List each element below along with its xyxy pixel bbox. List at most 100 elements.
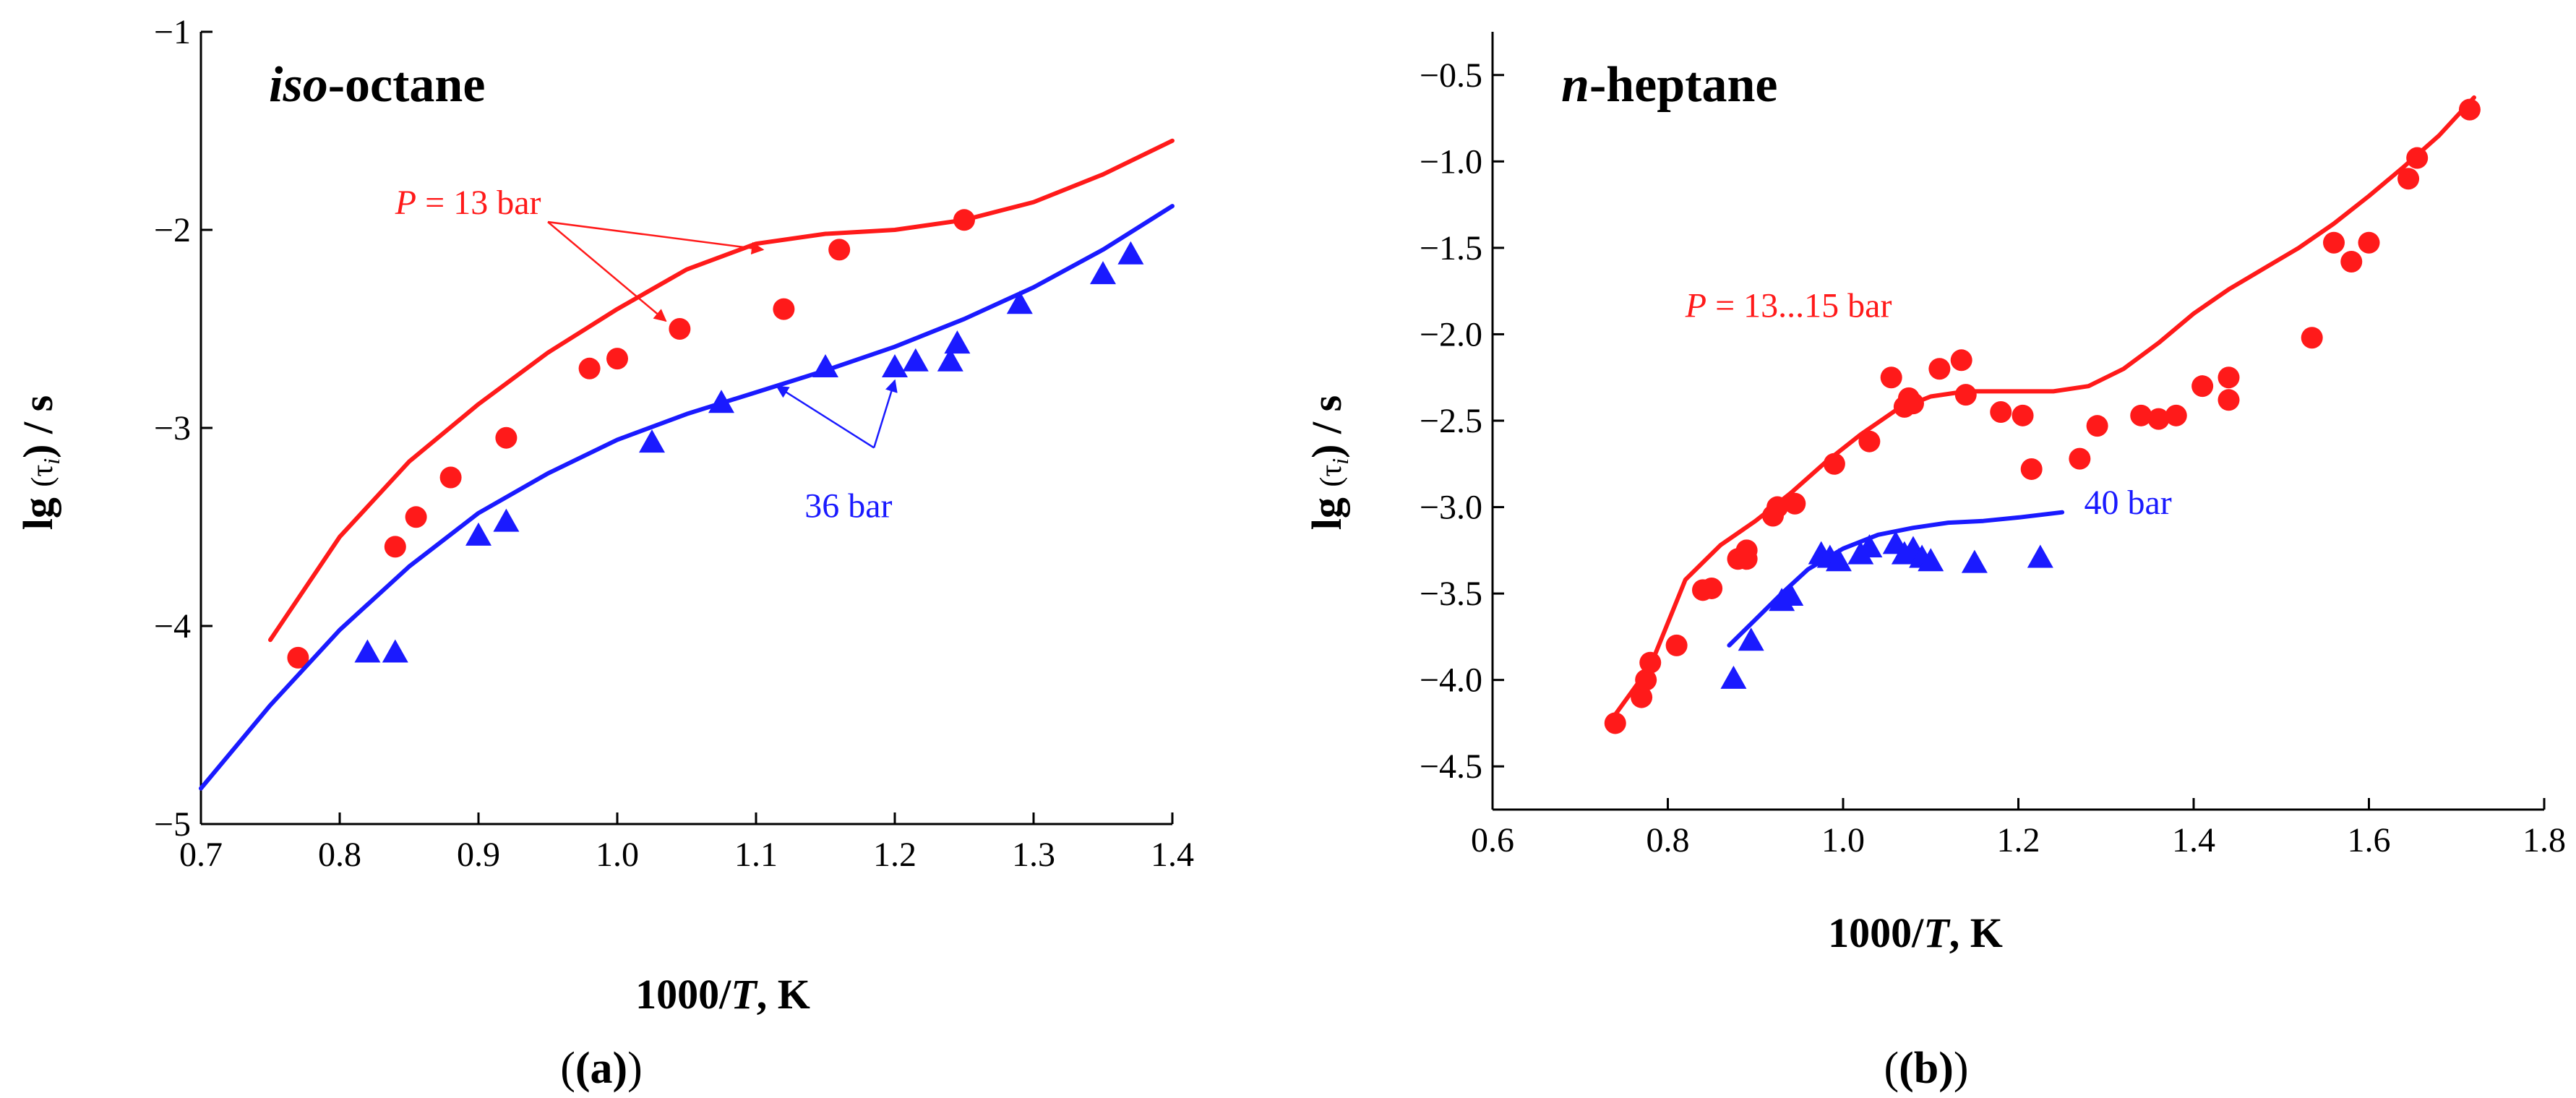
x-tick-label: 1.4 — [2172, 821, 2215, 859]
x-axis-title: 1000/T, K — [635, 971, 810, 1018]
data-point-triangle — [708, 390, 734, 413]
x-tick-label: 1.2 — [1997, 821, 2040, 859]
chart-title: iso-octane — [269, 57, 485, 113]
data-point-circle — [1880, 366, 1902, 389]
data-point-triangle — [1738, 627, 1764, 651]
series-annotation: 36 bar — [804, 486, 892, 525]
x-tick-label: 0.8 — [318, 836, 361, 874]
data-point-circle — [1766, 496, 1789, 518]
data-point-circle — [1950, 349, 1972, 372]
y-tick-label: −4.0 — [1420, 661, 1482, 700]
data-point-circle — [2340, 251, 2363, 273]
data-point-circle — [578, 357, 601, 379]
data-point-triangle — [1961, 549, 1988, 573]
data-point-triangle — [1825, 548, 1852, 572]
y-tick-label: −1.5 — [1420, 229, 1482, 267]
data-point-circle — [1735, 548, 1758, 570]
y-tick-label: −3.0 — [1420, 489, 1482, 527]
data-point-circle — [2147, 408, 2170, 430]
data-point-triangle — [882, 353, 908, 377]
data-point-triangle — [902, 348, 929, 372]
data-point-triangle — [493, 508, 520, 532]
x-tick-label: 1.8 — [2523, 821, 2566, 859]
series-annotation: 40 bar — [2084, 484, 2171, 522]
y-tick-label: −2.0 — [1420, 315, 1482, 353]
data-point-circle — [384, 536, 406, 558]
data-point-circle — [2012, 404, 2034, 426]
data-point-triangle — [944, 330, 971, 354]
data-point-triangle — [812, 353, 838, 377]
data-point-circle — [405, 506, 427, 528]
annotation-arrow — [547, 221, 667, 322]
x-tick-label: 1.4 — [1151, 836, 1194, 874]
data-point-circle — [1823, 453, 1845, 475]
data-point-circle — [953, 209, 975, 231]
data-point-circle — [2020, 458, 2043, 480]
x-tick-label: 1.0 — [1821, 821, 1865, 859]
y-tick-label: −3 — [154, 409, 191, 447]
data-point-circle — [828, 239, 851, 261]
series-annotation: P = 13...15 bar — [1685, 287, 1892, 325]
x-tick-label: 1.0 — [596, 836, 639, 874]
data-point-triangle — [639, 429, 665, 453]
fit-curve-low-pressure — [268, 138, 1175, 643]
x-tick-label: 0.8 — [1647, 821, 1690, 859]
data-point-circle — [495, 426, 518, 449]
data-point-circle — [1928, 358, 1951, 380]
data-point-circle — [2358, 231, 2380, 254]
annotation-arrow — [547, 220, 765, 255]
y-tick-label: −4 — [154, 607, 191, 645]
y-tick-label: −3.5 — [1420, 575, 1482, 613]
y-tick-label: −1.0 — [1420, 142, 1482, 181]
data-point-circle — [1665, 634, 1688, 656]
y-tick-label: −4.5 — [1420, 747, 1482, 786]
data-point-triangle — [1117, 241, 1144, 265]
data-point-circle — [2191, 375, 2214, 398]
data-point-circle — [773, 298, 795, 320]
chart-panel-iso-octane: 0.7 0.8 0.9 1.0 1.1 1.2 1.3 1.4 −5 −4 −3 −2 −1 P = 13… — [14, 13, 1194, 1093]
data-point-triangle — [382, 639, 408, 663]
data-point-triangle — [465, 522, 491, 546]
data-point-circle — [439, 466, 462, 489]
data-point-circle — [2217, 389, 2240, 411]
fit-curve-high-pressure — [1727, 510, 2065, 648]
fit-curve-high-pressure — [199, 204, 1175, 791]
data-point-triangle — [1006, 291, 1033, 314]
annotation-arrow — [776, 385, 875, 449]
chart-title: n-heptane — [1561, 57, 1778, 113]
y-tick-label: −5 — [154, 805, 191, 844]
data-point-triangle — [1918, 548, 1944, 572]
data-point-circle — [2397, 168, 2420, 190]
x-tick-label: 0.7 — [179, 836, 223, 874]
x-tick-label: 0.6 — [1471, 821, 1514, 859]
fit-curve-low-pressure — [1613, 95, 2476, 717]
data-point-circle — [606, 348, 628, 370]
data-point-circle — [2406, 147, 2429, 169]
panel-caption: ((a)) — [560, 1044, 643, 1093]
x-tick-label: 0.9 — [457, 836, 500, 874]
data-point-circle — [1858, 430, 1881, 453]
data-point-triangle — [1777, 583, 1804, 606]
data-point-circle — [2086, 415, 2108, 437]
annotation-arrow — [873, 379, 898, 448]
y-tick-label: −2 — [154, 211, 191, 249]
data-point-circle — [1954, 384, 1977, 406]
data-point-circle — [1701, 577, 1723, 599]
x-axis-title: 1000/T, K — [1828, 909, 2003, 956]
data-point-circle — [1990, 401, 2012, 424]
y-axis-title: lg (τi) / s — [14, 395, 64, 530]
data-point-circle — [2165, 404, 2187, 426]
data-point-triangle — [1090, 261, 1116, 285]
data-point-circle — [2130, 404, 2152, 426]
data-point-circle — [2301, 327, 2323, 349]
y-axis-title: lg (τi) / s — [1303, 395, 1353, 530]
data-point-circle — [1604, 712, 1626, 734]
data-point-triangle — [2027, 544, 2053, 568]
panel-caption: ((b)) — [1884, 1044, 1968, 1093]
data-point-triangle — [1720, 665, 1747, 689]
data-point-triangle — [1856, 534, 1883, 558]
x-tick-label: 1.6 — [2348, 821, 2391, 859]
data-point-circle — [287, 646, 309, 669]
data-point-circle — [2069, 447, 2091, 470]
